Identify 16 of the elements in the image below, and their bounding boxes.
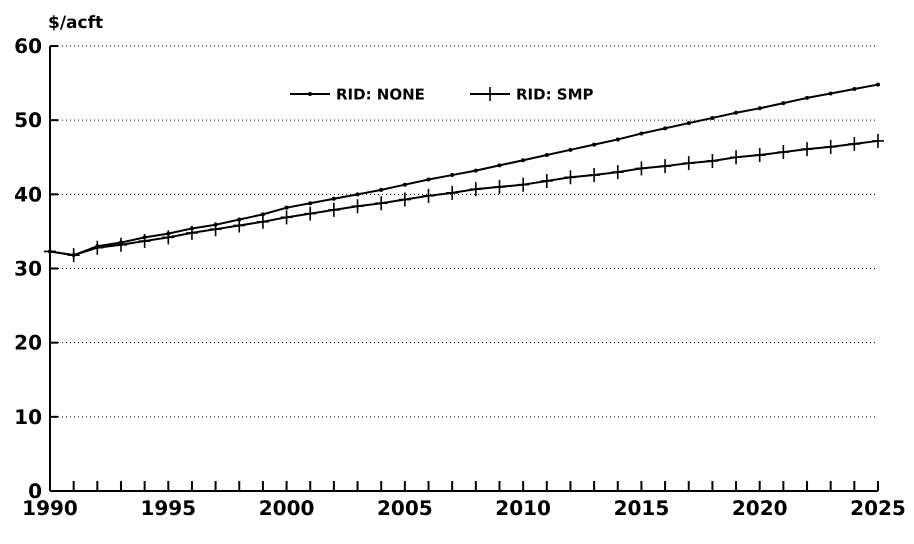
x-tick-label: 2020 [732, 496, 788, 520]
y-tick-label: 40 [14, 182, 42, 206]
y-tick-label: 30 [14, 256, 42, 280]
x-tick-label: 2000 [258, 496, 314, 520]
y-tick-label: 10 [14, 404, 42, 429]
x-tick-label: 2010 [495, 496, 551, 520]
y-axis-title: $/acft [48, 13, 104, 33]
legend-label: RID: NONE [336, 85, 425, 104]
x-tick-label: 2005 [377, 496, 433, 520]
x-tick-label: 2025 [850, 496, 906, 520]
legend-label: RID: SMP [516, 85, 594, 104]
x-tick-label: 2015 [614, 496, 670, 520]
y-tick-label: 60 [14, 34, 42, 58]
y-tick-label: 20 [14, 330, 42, 355]
y-tick-label: 50 [14, 108, 42, 132]
x-tick-label: 1995 [140, 496, 196, 520]
